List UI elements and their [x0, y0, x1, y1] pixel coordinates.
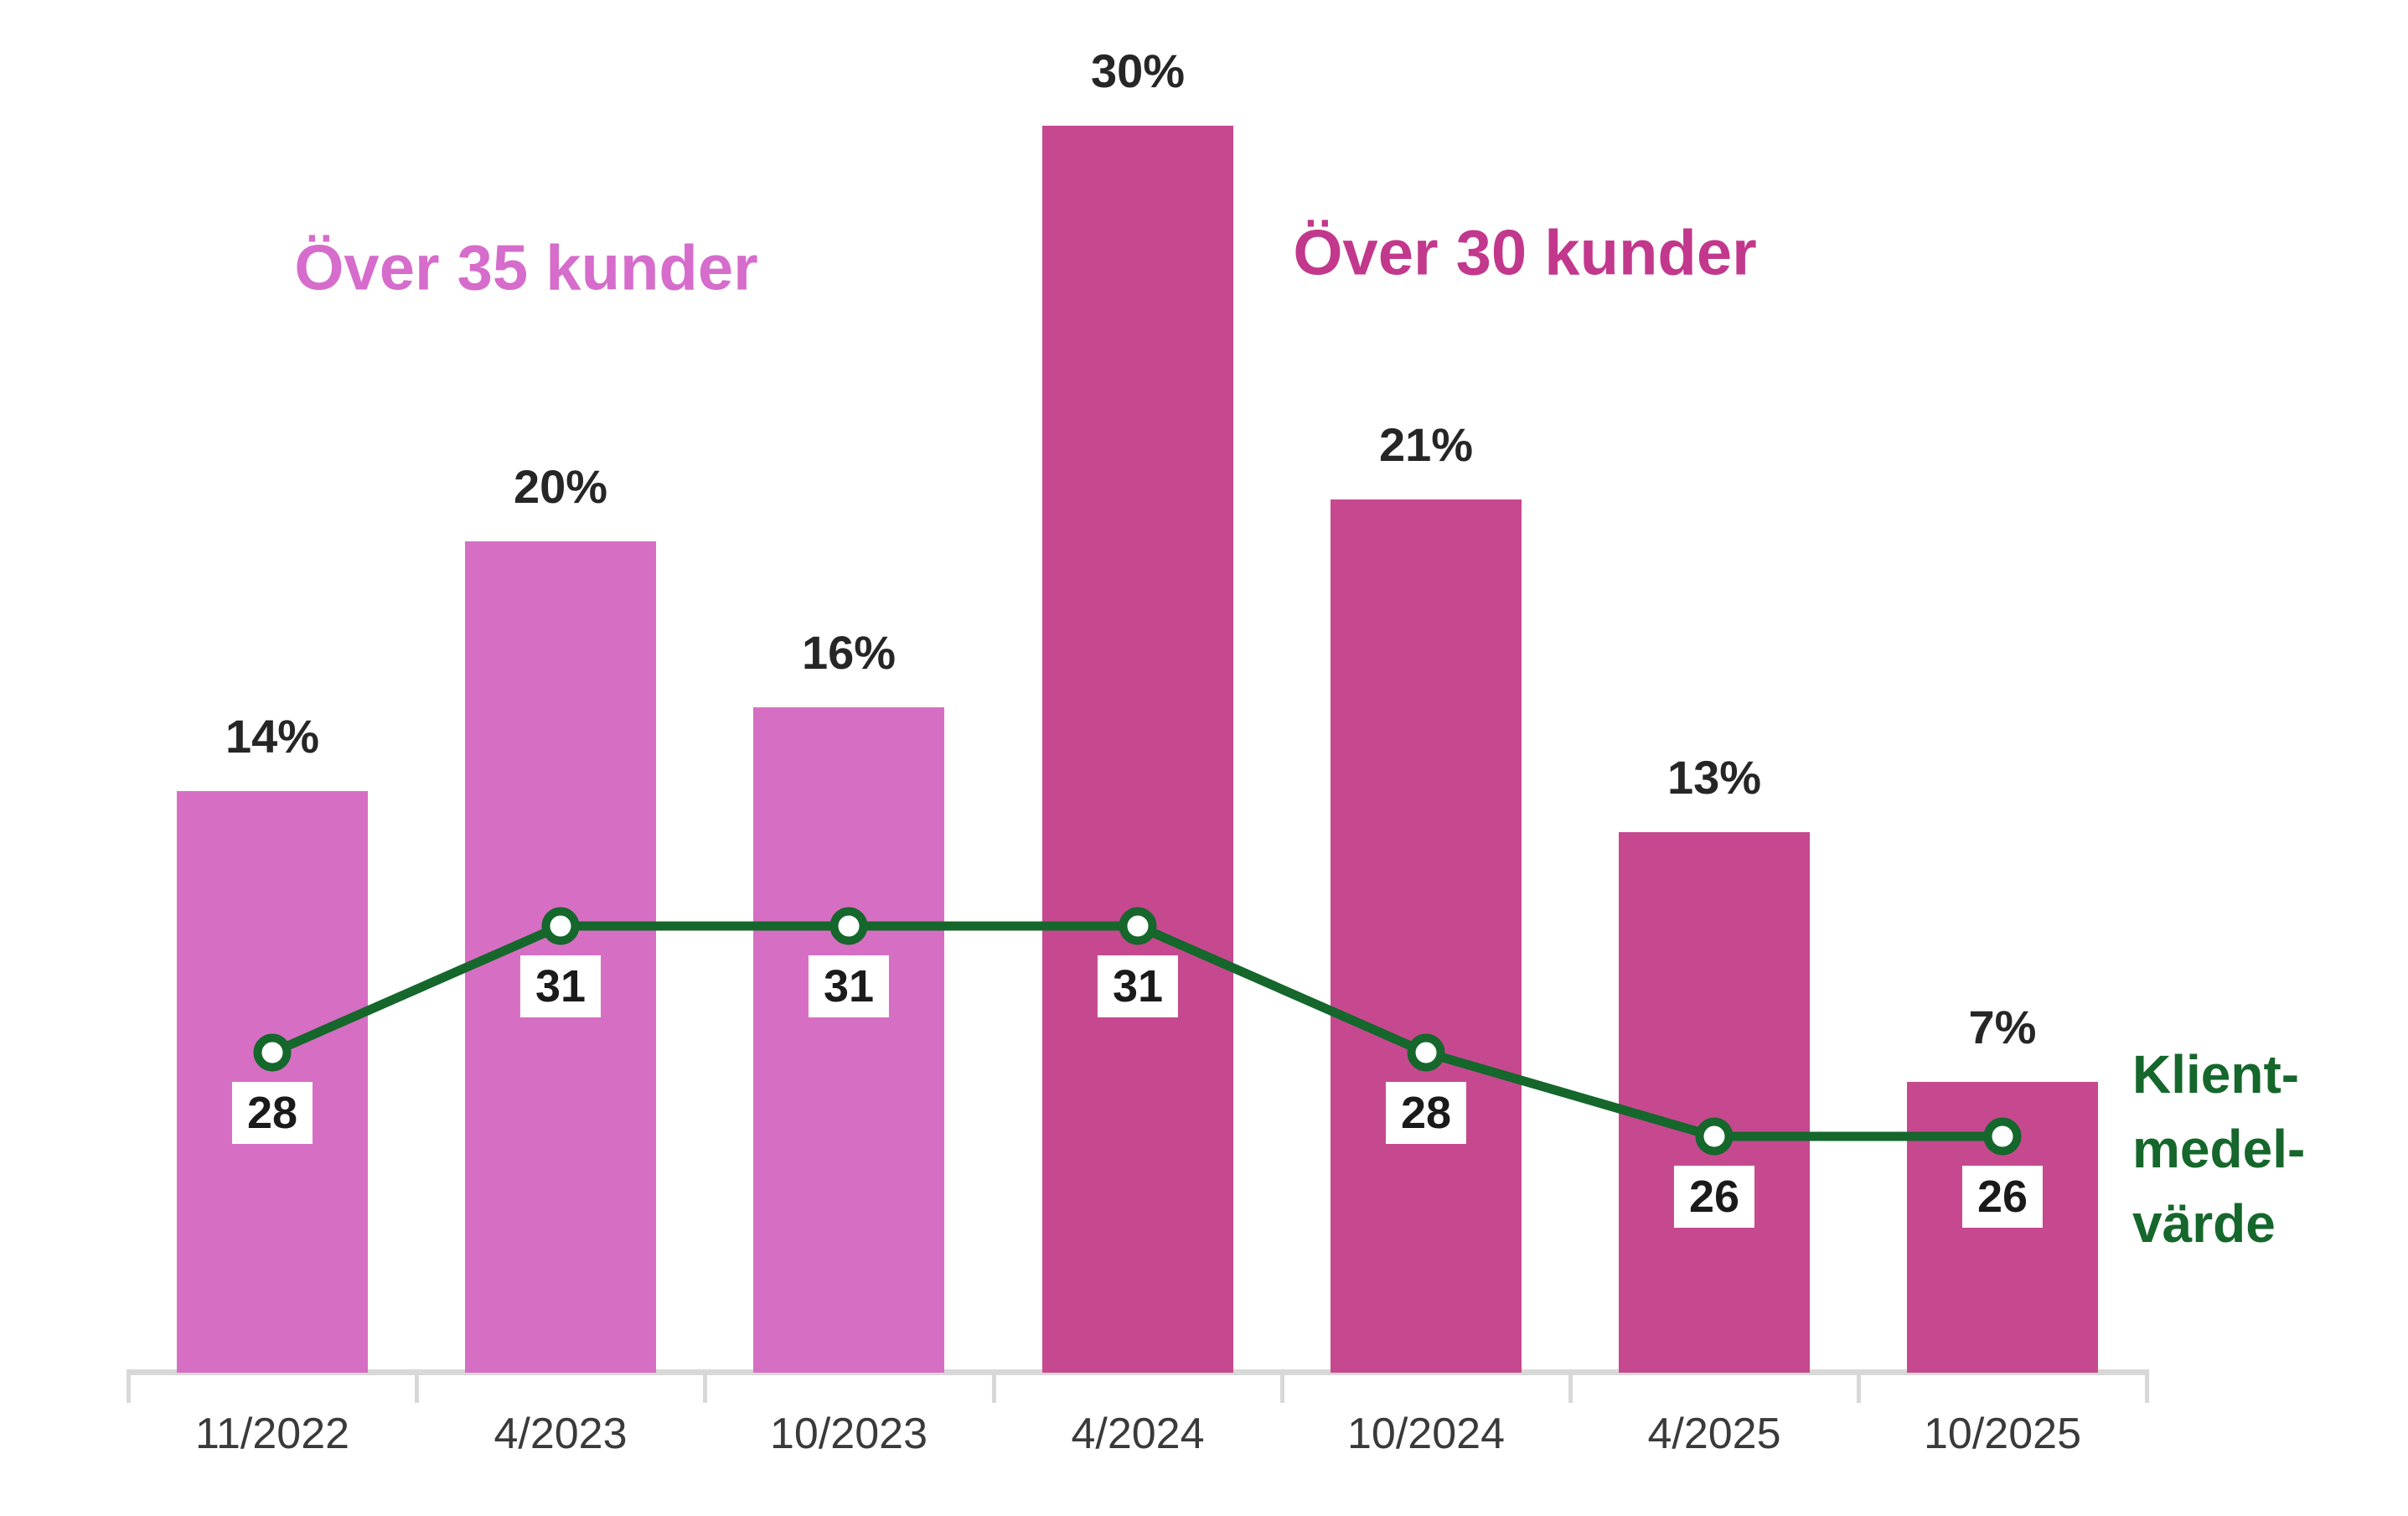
- x-axis-label: 10/2024: [1347, 1410, 1505, 1458]
- series-label-over-35-kunder: Över 35 kunder: [294, 232, 758, 304]
- series-label-over-30-kunder: Över 30 kunder: [1293, 217, 1757, 289]
- line-series-marker: [1407, 1033, 1445, 1072]
- bar-value-label: 7%: [1968, 1001, 2037, 1053]
- x-axis-tick: [415, 1369, 419, 1403]
- x-axis-label: 11/2022: [194, 1410, 350, 1458]
- line-series-marker: [1119, 907, 1157, 945]
- x-axis-tick: [2145, 1369, 2149, 1403]
- x-axis-tick: [1857, 1369, 1861, 1403]
- line-series-marker: [541, 907, 580, 945]
- x-axis-label: 10/2025: [1924, 1410, 2081, 1458]
- bar-value-label: 14%: [225, 710, 320, 763]
- x-axis-tick: [1280, 1369, 1284, 1403]
- x-axis-tick: [992, 1369, 996, 1403]
- x-axis-tick: [127, 1369, 131, 1403]
- bar-value-label: 13%: [1666, 751, 1762, 804]
- bar-value-label: 21%: [1378, 418, 1474, 471]
- line-series-marker: [829, 907, 868, 945]
- bar-10-2024: [1331, 499, 1522, 1373]
- bar-value-label: 30%: [1090, 44, 1186, 97]
- line-value-label: 26: [1961, 1166, 2044, 1228]
- x-axis-label: 4/2024: [1071, 1410, 1205, 1458]
- bar-4-2024: [1042, 126, 1233, 1373]
- x-axis-tick: [1568, 1369, 1573, 1403]
- line-value-label: 28: [231, 1082, 313, 1144]
- bar-value-label: 16%: [801, 626, 897, 679]
- line-value-label: 31: [519, 955, 602, 1017]
- bar-10-2023: [753, 707, 944, 1373]
- bar-value-label: 20%: [513, 460, 608, 513]
- x-axis-label: 10/2023: [770, 1410, 928, 1458]
- x-axis-label: 4/2023: [493, 1410, 628, 1458]
- line-value-label: 28: [1385, 1082, 1467, 1144]
- line-value-label: 26: [1673, 1166, 1755, 1228]
- line-series-marker: [1983, 1117, 2022, 1156]
- line-value-label: 31: [808, 955, 890, 1017]
- series-label-klientmedelvarde: Klient- medel- värde: [2132, 1044, 2306, 1254]
- x-axis-label: 4/2025: [1647, 1410, 1781, 1458]
- bar-4-2025: [1619, 832, 1810, 1373]
- x-axis-tick: [703, 1369, 707, 1403]
- line-value-label: 31: [1097, 955, 1179, 1017]
- line-series-marker: [1695, 1117, 1734, 1156]
- line-series-marker: [253, 1033, 292, 1072]
